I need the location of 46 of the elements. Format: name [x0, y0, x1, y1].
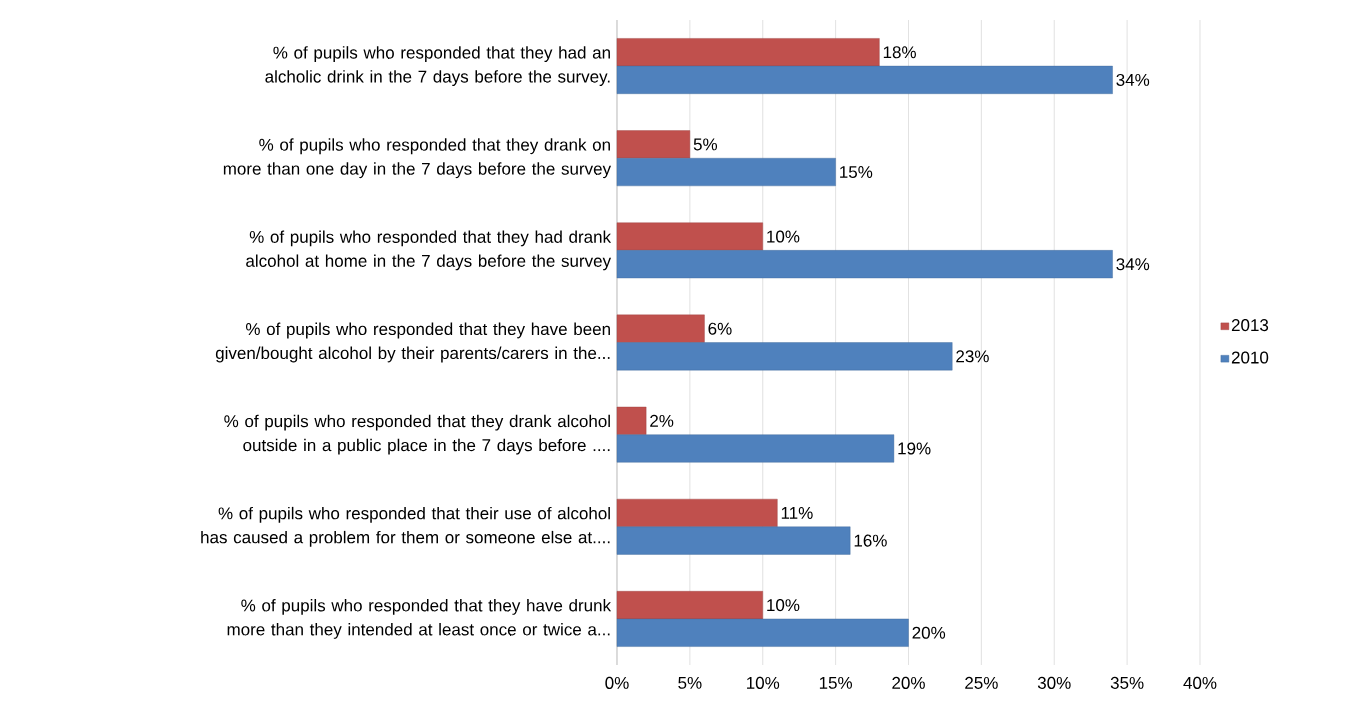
legend-label: 2010 — [1231, 351, 1269, 364]
x-tick-label: 20% — [892, 676, 925, 689]
y-tick-label: % of pupils who responded that their use of alcohol has caused a problem for them or someone else at.... — [201, 506, 610, 547]
x-tick-label: 0% — [605, 676, 629, 689]
data-label: 34% — [1116, 258, 1150, 271]
x-tick-label: 30% — [1037, 676, 1071, 689]
data-label: 6% — [708, 322, 732, 335]
data-label: 19% — [898, 442, 931, 455]
bar — [616, 250, 1113, 279]
bar — [616, 618, 909, 647]
data-label: 11% — [781, 507, 813, 519]
data-label: 20% — [912, 626, 946, 639]
data-label: 2% — [650, 414, 674, 427]
bar — [616, 434, 895, 463]
x-tick-label: 10% — [747, 676, 780, 689]
bar — [616, 314, 705, 343]
legend-label: 2013 — [1231, 319, 1269, 332]
data-label: 5% — [693, 138, 718, 151]
bar — [616, 65, 1113, 94]
data-label: 10% — [767, 230, 800, 243]
bar — [616, 498, 778, 527]
data-label: 16% — [854, 534, 887, 547]
x-tick-label: 25% — [965, 676, 998, 689]
bar — [616, 222, 763, 251]
bar — [616, 526, 851, 555]
y-tick-label: % of pupils who responded that they drank alcohol outside in a public place in the 7 days before .... — [224, 414, 610, 455]
y-tick-label: % of pupils who responded that they have been given/bought alcohol by their parents/carers in the... — [215, 322, 610, 363]
bar — [616, 38, 880, 67]
y-tick-label: % of pupils who responded that they drank on more than one day in the 7 days before the survey — [223, 138, 612, 179]
bar — [616, 158, 836, 187]
bar — [616, 591, 763, 620]
data-label: 34% — [1116, 73, 1150, 86]
y-tick-label: % of pupils who responded that they had an alcholic drink in the 7 days before the survey. — [265, 46, 610, 87]
x-tick-label: 40% — [1183, 676, 1217, 689]
bar — [616, 130, 691, 159]
data-label: 18% — [883, 46, 916, 59]
bar — [616, 406, 647, 435]
bar — [616, 342, 953, 371]
y-tick-label: % of pupils who responded that they had drank alcohol at home in the 7 days before the survey — [246, 230, 612, 271]
x-tick-label: 15% — [819, 676, 853, 689]
x-tick-label: 5% — [678, 676, 702, 689]
x-tick-label: 35% — [1110, 676, 1144, 689]
data-label: 15% — [840, 166, 873, 179]
data-label: 10% — [767, 599, 800, 612]
y-tick-label: % of pupils who responded that they have drunk more than they intended at least once or twice a... — [227, 599, 612, 639]
data-label: 23% — [956, 350, 989, 363]
